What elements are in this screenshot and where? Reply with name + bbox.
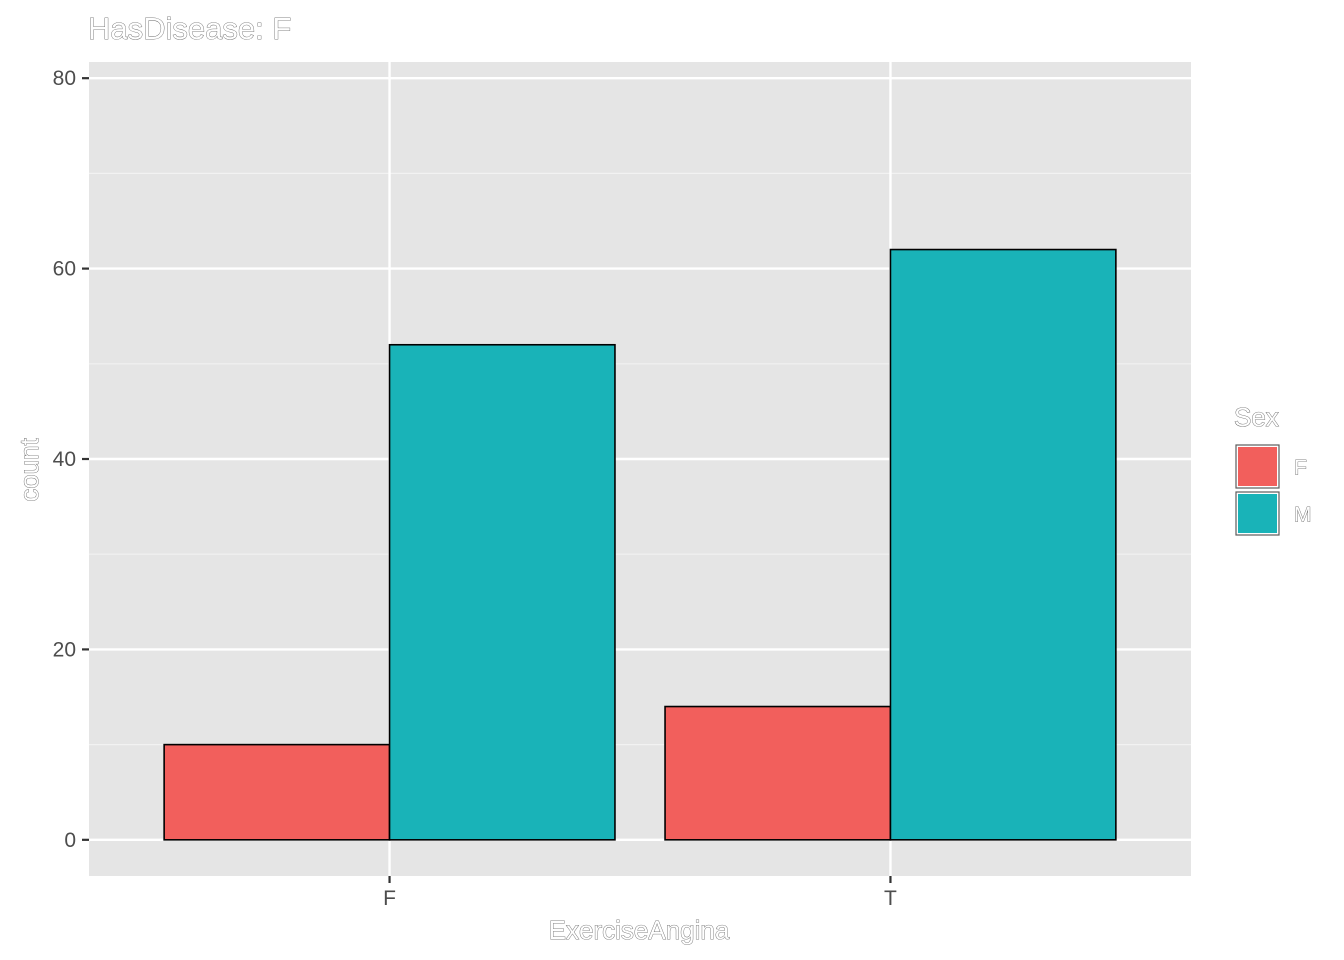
y-tick-label: 40 [53,448,76,471]
y-tick-label: 60 [53,258,76,281]
bar-F-M [388,343,616,841]
legend-key-F [1238,447,1277,486]
legend-key-M [1238,494,1277,533]
x-tick-label: F [383,887,396,910]
x-axis-title: ExerciseAngina [549,915,730,945]
y-tick-label: 80 [53,67,76,90]
bar-T-M [889,248,1117,841]
chart-title: HasDisease: F [88,11,291,46]
x-tick-label: T [884,887,897,910]
bars [163,248,1117,841]
y-tick-label: 0 [64,829,76,852]
bar-F-F [163,743,391,841]
legend-label-M: M [1294,504,1312,527]
y-axis-title: count [14,437,44,501]
legend: Sex F M [1234,402,1312,536]
y-tick-label: 20 [53,638,76,661]
legend-label-F: F [1294,457,1307,480]
legend-title: Sex [1234,402,1279,432]
bar-T-F [664,705,892,841]
y-axis: 0 20 40 60 80 [53,67,89,852]
